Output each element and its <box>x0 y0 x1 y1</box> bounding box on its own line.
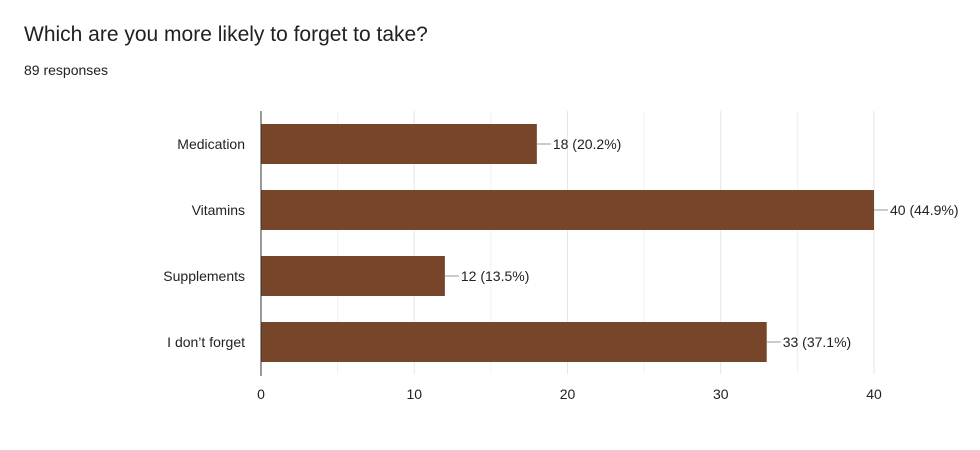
x-tick-label: 40 <box>866 386 882 402</box>
category-label: Medication <box>177 136 245 152</box>
bar <box>261 124 537 164</box>
data-label: 40 (44.9%) <box>890 202 958 218</box>
category-label: Supplements <box>163 268 245 284</box>
category-label: Vitamins <box>192 202 245 218</box>
bar <box>261 190 874 230</box>
data-label: 18 (20.2%) <box>553 136 621 152</box>
data-label: 12 (13.5%) <box>461 268 529 284</box>
chart-title: Which are you more likely to forget to t… <box>24 23 428 46</box>
data-label: 33 (37.1%) <box>783 334 851 350</box>
x-tick-label: 30 <box>713 386 729 402</box>
category-label: I don’t forget <box>167 334 245 350</box>
response-count: 89 responses <box>24 62 109 78</box>
bar <box>261 256 445 296</box>
x-tick-label: 0 <box>257 386 265 402</box>
bars <box>261 124 874 362</box>
x-tick-label: 20 <box>560 386 576 402</box>
bar <box>261 322 767 362</box>
labels: 18 (20.2%) Medication 40 (44.9%) Vitamins 12… <box>163 136 958 402</box>
x-tick-label: 10 <box>406 386 422 402</box>
